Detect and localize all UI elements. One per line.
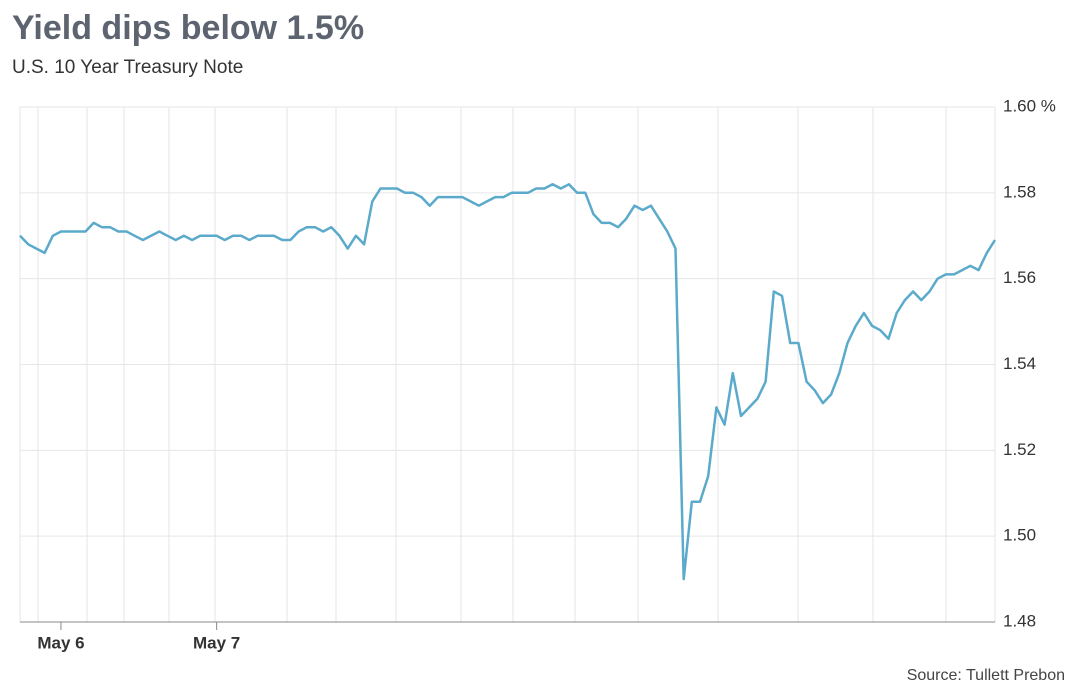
line-series <box>19 183 997 581</box>
y-tick-label: 1.48 <box>1003 611 1036 630</box>
x-tick-label: May 6 <box>37 633 84 652</box>
y-tick-label: 1.52 <box>1003 440 1036 459</box>
y-tick-label: 1.56 <box>1003 268 1036 287</box>
chart-title: Yield dips below 1.5% <box>12 9 364 47</box>
x-tick-label: May 7 <box>193 633 240 652</box>
y-tick-label: 1.50 <box>1003 526 1036 545</box>
y-tick-label: 1.60 % <box>1003 96 1056 115</box>
source-note: Source: Tullett Prebon <box>907 667 1065 684</box>
y-tick-label: 1.58 <box>1003 182 1036 201</box>
chart-subtitle: U.S. 10 Year Treasury Note <box>12 57 243 78</box>
y-tick-label: 1.54 <box>1003 354 1036 373</box>
